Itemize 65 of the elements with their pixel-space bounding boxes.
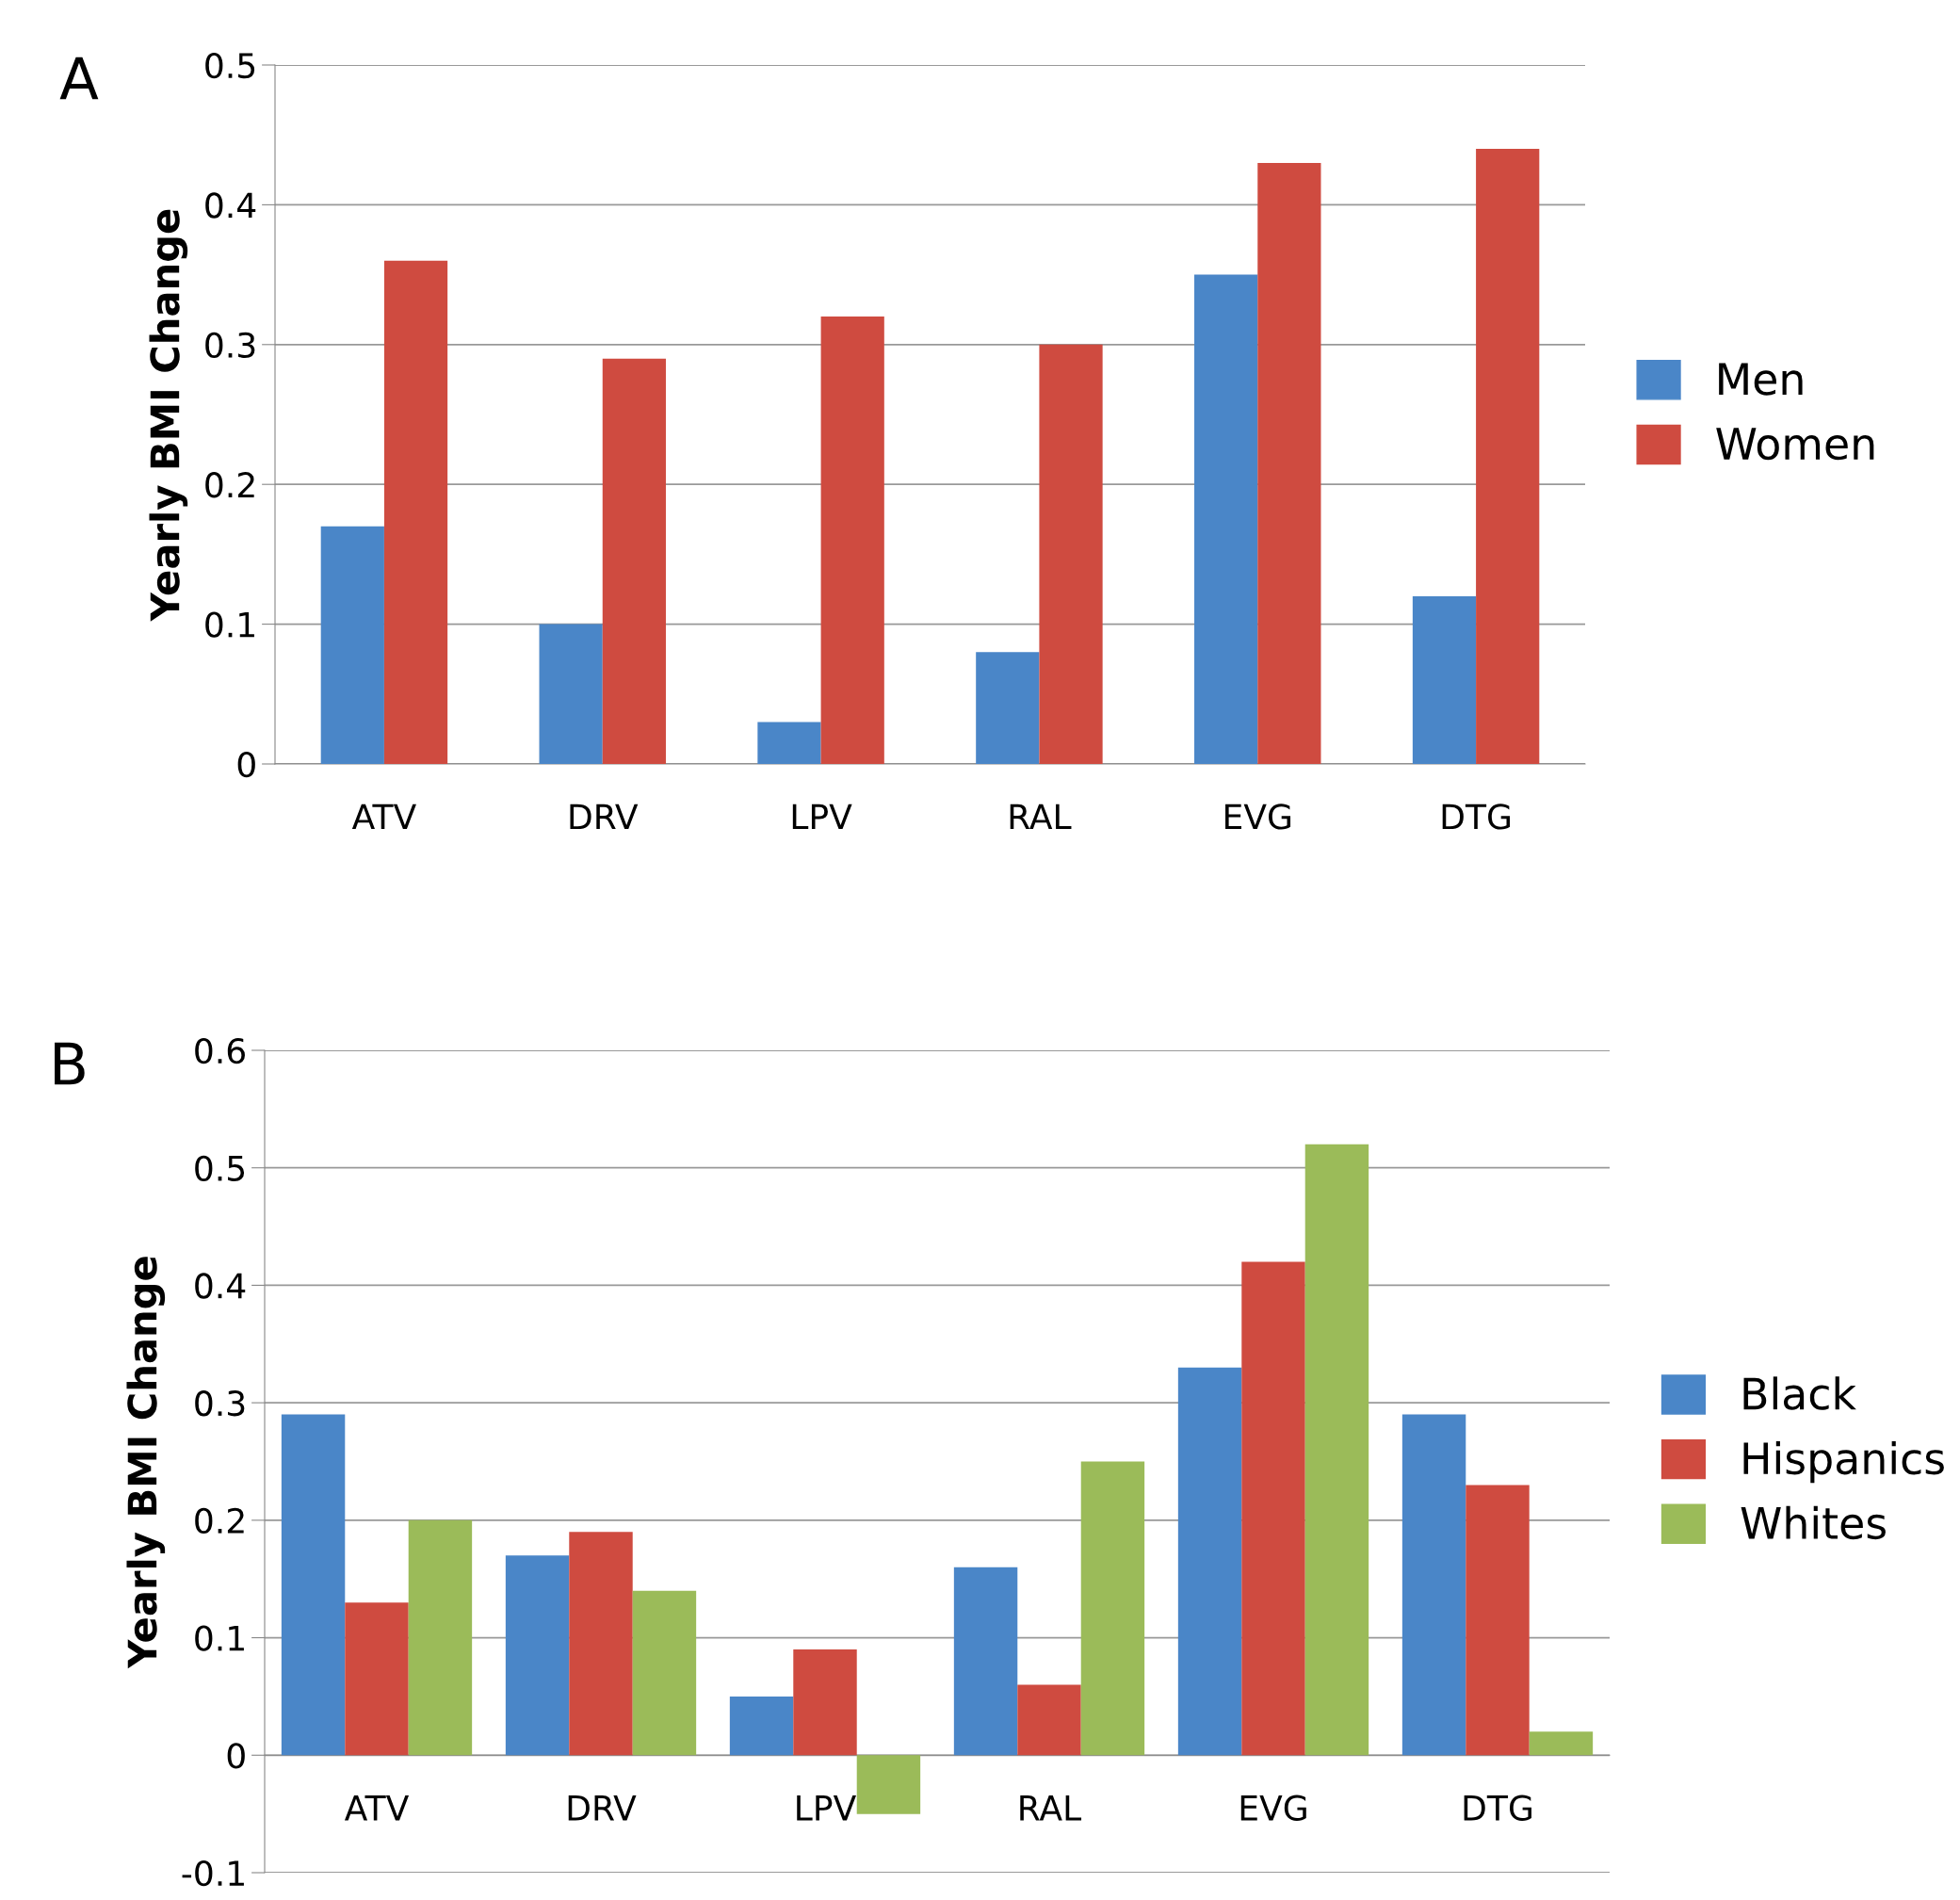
text: A [59,57,99,100]
x-tick-label: RAL [1010,804,1072,830]
y-tick-label: 0 [227,1743,245,1769]
bar [320,526,384,764]
bar [1177,1367,1242,1756]
bar [1257,162,1321,764]
x-tick-label: EVG [1225,804,1291,830]
y-tick-label: 0.1 [205,611,254,638]
legend-label: Whites [1741,1505,1886,1540]
y-tick-label: 0.3 [195,1390,245,1417]
bar [1017,1684,1081,1756]
bar [1304,1144,1369,1756]
y-tick-label: 0.1 [195,1625,244,1651]
bar [1529,1731,1594,1756]
legend-label: Women [1716,428,1874,461]
y-tick-label: 0.4 [205,192,256,219]
bar [1241,1261,1305,1756]
bar [345,1602,409,1756]
text: B [55,1042,85,1085]
bar [569,1532,633,1756]
bar [1401,1414,1466,1756]
legend-label: Hispanics [1743,1441,1944,1484]
x-tick-label: DRV [570,804,639,830]
x-tick-label: RAL [1020,1795,1082,1821]
y-tick-label: -0.1 [182,1859,244,1887]
bar [632,1590,697,1756]
bar [793,1649,857,1756]
bar [602,358,666,764]
bar [1476,149,1540,764]
bar [281,1414,346,1756]
bar [1194,274,1258,764]
x-tick-label: ATV [344,1795,410,1821]
y-tick-label: 0.5 [205,52,255,79]
bar [505,1555,570,1756]
legend-label: Black [1743,1376,1856,1410]
x-tick-label: DTG [1442,804,1511,830]
bar [953,1567,1018,1756]
legend-label: Men [1719,363,1803,396]
y-tick-label: 0.5 [195,1155,245,1181]
bar [383,260,448,764]
y-tick-label: 0.6 [195,1037,245,1064]
bar [1412,595,1477,764]
bar [408,1519,473,1756]
y-tick-label: 0.4 [195,1273,246,1299]
bar [539,624,603,764]
bar [856,1755,921,1814]
y-tick-label: 0.2 [205,472,254,498]
y-tick-label: 0 [237,751,255,778]
x-tick-label: LPV [797,1795,856,1821]
x-tick-label: DTG [1464,1794,1531,1821]
y-axis-title: Yearly BMI Change [149,209,188,622]
x-tick-label: DRV [568,1795,637,1821]
x-tick-label: LPV [792,804,852,830]
bar [1039,344,1103,764]
bar [820,317,884,764]
bar [757,722,821,764]
y-tick-label: 0.2 [195,1507,244,1535]
bar [729,1696,794,1756]
y-axis-title: Yearly BMI Change [126,1257,166,1669]
y-tick-label: 0.3 [205,332,255,359]
bar [1466,1485,1530,1756]
bar [976,652,1040,764]
bar [1080,1461,1145,1756]
x-tick-label: EVG [1240,1794,1306,1821]
x-tick-label: ATV [351,804,416,830]
